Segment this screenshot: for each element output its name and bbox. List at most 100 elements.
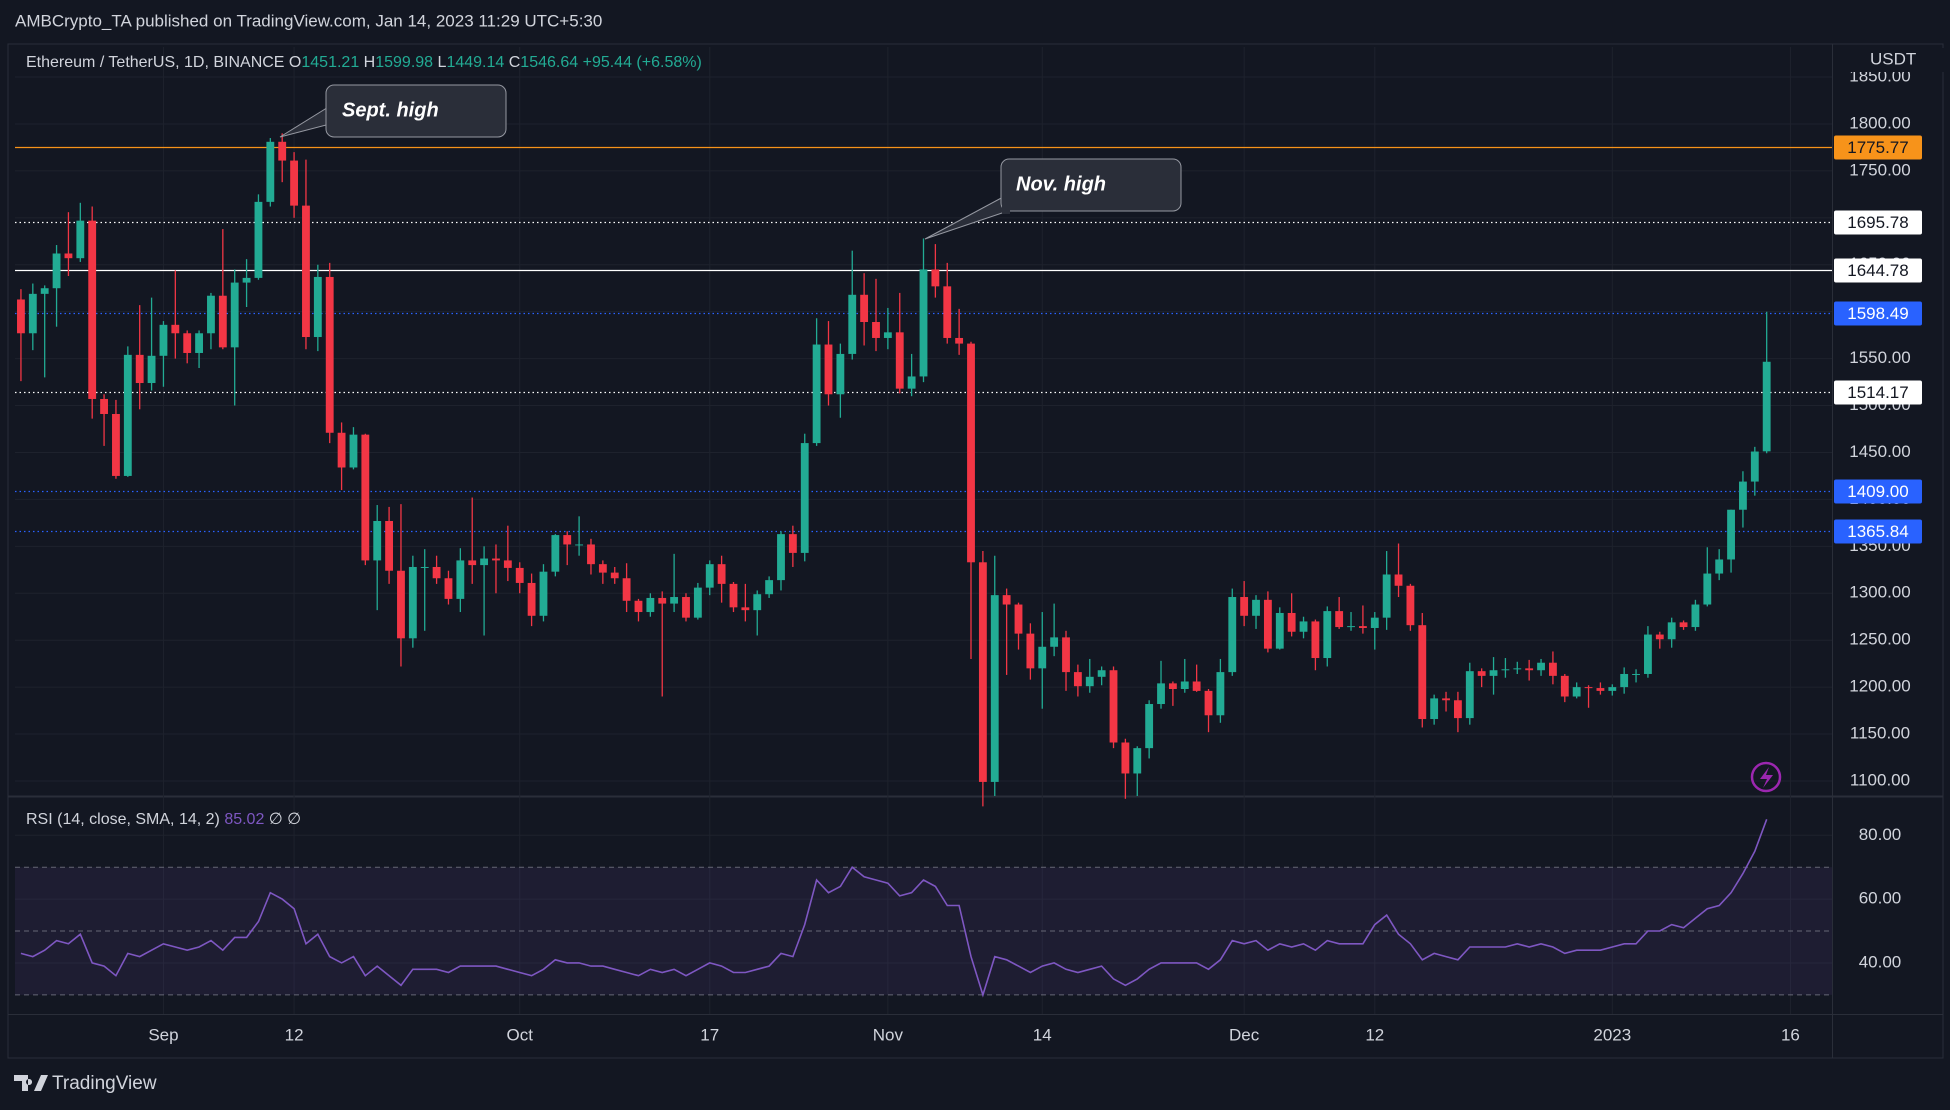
candle-body xyxy=(907,376,916,389)
rsi-tick-label: 40.00 xyxy=(1859,952,1902,971)
x-tick-label: 2023 xyxy=(1593,1025,1631,1044)
candle-body xyxy=(1667,622,1676,640)
alert-icon[interactable] xyxy=(1750,761,1782,793)
x-tick-label: 14 xyxy=(1033,1025,1052,1044)
candle-body xyxy=(1358,626,1367,628)
ohlc-key: C xyxy=(509,54,521,71)
candle-body xyxy=(622,578,631,601)
candle-body xyxy=(88,220,97,399)
callout-join xyxy=(327,104,333,126)
candle-body xyxy=(123,354,132,476)
candle-body xyxy=(1109,670,1118,743)
candle-body xyxy=(1252,599,1260,616)
candle-body xyxy=(313,276,322,338)
rsi-value: 85.02 xyxy=(224,811,264,828)
candle-body xyxy=(1739,481,1747,510)
candle-body xyxy=(1691,604,1700,628)
level-label: 1775.77 xyxy=(1847,138,1908,157)
candle-body xyxy=(1050,637,1059,647)
candle-body xyxy=(52,253,61,289)
y-tick-label: 1100.00 xyxy=(1850,770,1910,789)
footer-logo: TradingView xyxy=(14,1073,157,1094)
candle-body xyxy=(836,353,845,395)
ohlc-value: 1449.14 xyxy=(446,54,504,71)
candle-body xyxy=(1465,671,1474,719)
candle-body xyxy=(492,558,500,561)
candle-body xyxy=(788,534,797,553)
candle-body xyxy=(729,583,738,608)
rsi-extra: ∅ ∅ xyxy=(269,811,301,828)
y-tick-label: 1300.00 xyxy=(1849,583,1910,602)
candle-body xyxy=(1192,681,1201,691)
callout-box xyxy=(1000,158,1182,212)
candle-body xyxy=(1335,611,1344,628)
candle-body xyxy=(919,269,928,377)
candle-body xyxy=(1525,668,1534,671)
candle-body xyxy=(634,600,643,613)
alert-circle[interactable] xyxy=(1750,761,1782,793)
candle-body xyxy=(1370,617,1379,628)
rsi-tick-label: 60.00 xyxy=(1859,889,1902,908)
annotation-nov: Nov. high xyxy=(924,158,1182,240)
candle-body xyxy=(254,201,263,278)
level-label-bg xyxy=(1834,479,1922,504)
candle-body xyxy=(195,333,203,353)
candle-body xyxy=(1727,509,1735,560)
candle-body xyxy=(539,571,548,616)
y-tick-label: 1200.00 xyxy=(1849,677,1910,696)
candle-body xyxy=(1620,673,1629,688)
candle-body xyxy=(1560,675,1569,697)
x-tick-label: Oct xyxy=(506,1025,533,1044)
candle-body xyxy=(1406,585,1415,626)
candle-body xyxy=(872,322,880,338)
candle-body xyxy=(266,141,275,202)
candle-body xyxy=(967,343,975,563)
rsi-panel xyxy=(15,819,1832,998)
candle-body xyxy=(895,332,904,389)
candle-body xyxy=(800,443,809,553)
rsi-tick-label: 80.00 xyxy=(1859,825,1902,844)
candle-body xyxy=(40,288,49,294)
candle-body xyxy=(1762,361,1771,452)
candle-body xyxy=(17,299,25,334)
x-tick-label: 17 xyxy=(700,1025,719,1044)
candle-body xyxy=(610,572,619,579)
candle-body xyxy=(230,282,239,348)
candle-body xyxy=(670,597,679,604)
candle-body xyxy=(1204,690,1213,716)
candle-body xyxy=(1299,621,1308,632)
annotation-text: Nov. high xyxy=(1016,173,1106,195)
candle-body xyxy=(503,560,512,568)
candle-body xyxy=(1453,700,1462,719)
candle-body xyxy=(943,286,952,338)
candle-body xyxy=(290,160,299,206)
candle-body xyxy=(1085,676,1094,687)
frame xyxy=(7,43,1944,1059)
candle-body xyxy=(302,205,310,338)
annotation-sept: Sept. high xyxy=(279,84,507,138)
candle-body xyxy=(515,567,524,583)
change-value: +95.44 (+6.58%) xyxy=(583,54,702,71)
candle-body xyxy=(468,560,477,566)
candle-body xyxy=(717,564,726,584)
candle-body xyxy=(1608,687,1617,691)
annotation-text: Sept. high xyxy=(342,99,439,121)
symbol-legend: Ethereum / TetherUS, 1D, BINANCE O1451.2… xyxy=(26,54,702,71)
candle-body xyxy=(432,566,441,579)
candle-body xyxy=(1537,662,1545,671)
candle-body xyxy=(1703,573,1712,605)
logo-mark xyxy=(14,1075,48,1091)
candle-body xyxy=(171,324,180,334)
candle-body xyxy=(1489,670,1498,676)
candle-body xyxy=(76,220,85,259)
candle-body xyxy=(325,276,334,433)
candle-body xyxy=(1145,704,1154,749)
candle-body xyxy=(337,432,346,468)
candle-body xyxy=(1323,611,1332,659)
candle-body xyxy=(1287,612,1296,632)
currency-label: USDT xyxy=(1870,49,1916,68)
candle-body xyxy=(1014,604,1023,634)
level-label: 1514.17 xyxy=(1847,383,1908,402)
